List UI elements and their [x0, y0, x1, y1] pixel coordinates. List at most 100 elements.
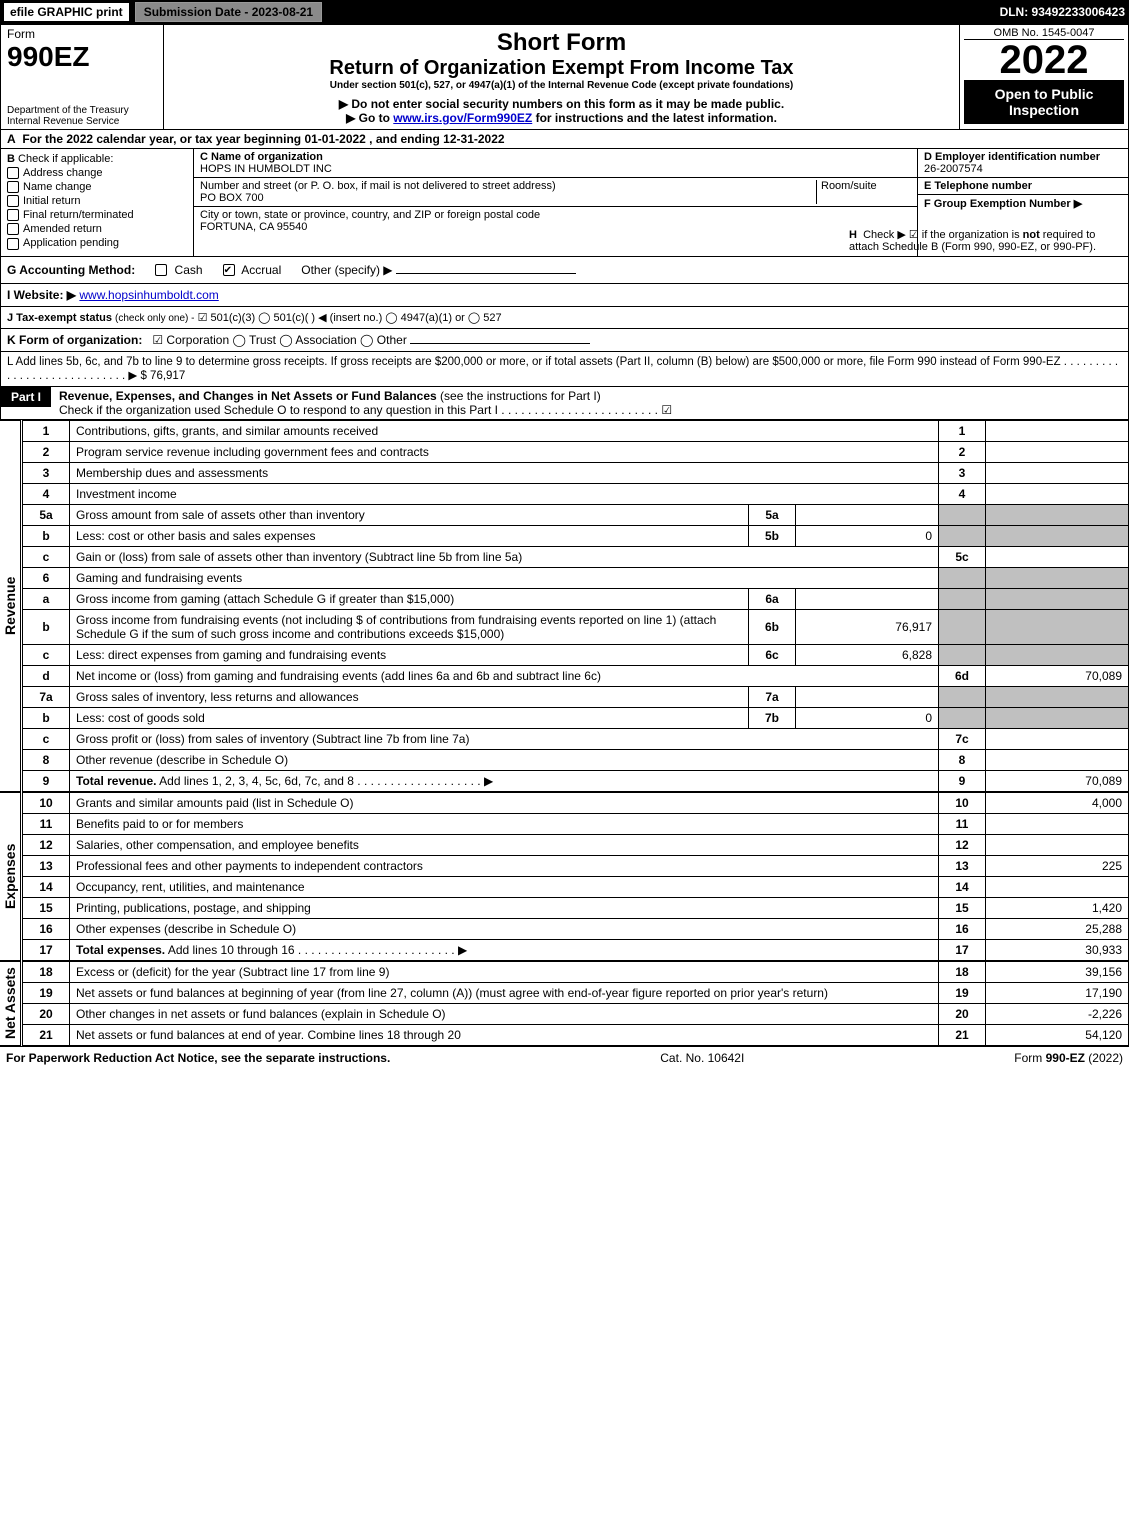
right-label: 5c	[939, 546, 986, 567]
top-bar: efile GRAPHIC print Submission Date - 20…	[0, 0, 1129, 24]
line-row: 21Net assets or fund balances at end of …	[23, 1024, 1129, 1045]
line-row: aGross income from gaming (attach Schedu…	[23, 588, 1129, 609]
line-number: 4	[23, 483, 70, 504]
line-number: 10	[23, 792, 70, 813]
room-suite-label: Room/suite	[816, 180, 911, 204]
line-desc: Benefits paid to or for members	[70, 813, 939, 834]
line-desc: Professional fees and other payments to …	[70, 855, 939, 876]
group-exemption-label: F Group Exemption Number ▶	[924, 198, 1082, 210]
right-label: 18	[939, 961, 986, 982]
line-row: cGross profit or (loss) from sales of in…	[23, 728, 1129, 749]
footer-right: Form 990-EZ (2022)	[1014, 1051, 1123, 1065]
right-value	[986, 420, 1129, 441]
row-k-form-org: K Form of organization: ☑ Corporation ◯ …	[0, 329, 1129, 352]
line-desc: Less: cost of goods sold	[70, 707, 749, 728]
line-row: bGross income from fundraising events (n…	[23, 609, 1129, 644]
line-desc: Gross amount from sale of assets other t…	[70, 504, 749, 525]
line-desc: Net income or (loss) from gaming and fun…	[70, 665, 939, 686]
line-number: 16	[23, 918, 70, 939]
chk-address-change[interactable]	[7, 167, 19, 179]
subtitle-goto: ▶ Go to www.irs.gov/Form990EZ for instru…	[174, 111, 949, 125]
line-number: 13	[23, 855, 70, 876]
irs-link[interactable]: www.irs.gov/Form990EZ	[393, 111, 532, 125]
mid-label: 5b	[749, 525, 796, 546]
line-row: 8Other revenue (describe in Schedule O)8	[23, 749, 1129, 770]
line-number: 5a	[23, 504, 70, 525]
line-row: dNet income or (loss) from gaming and fu…	[23, 665, 1129, 686]
line-row: 3Membership dues and assessments3	[23, 462, 1129, 483]
line-number: 18	[23, 961, 70, 982]
netassets-section: Net Assets 18Excess or (deficit) for the…	[0, 961, 1129, 1046]
mid-value	[796, 686, 939, 707]
part1-label: Part I	[1, 387, 51, 407]
line-desc: Net assets or fund balances at beginning…	[70, 982, 939, 1003]
right-label: 14	[939, 876, 986, 897]
chk-accrual[interactable]	[223, 264, 235, 276]
right-label: 19	[939, 982, 986, 1003]
right-value	[986, 876, 1129, 897]
chk-initial-return[interactable]	[7, 195, 19, 207]
line-number: 17	[23, 939, 70, 960]
line-row: 9Total revenue. Add lines 1, 2, 3, 4, 5c…	[23, 770, 1129, 791]
right-label-shaded	[939, 504, 986, 525]
line-desc: Salaries, other compensation, and employ…	[70, 834, 939, 855]
line-row: 6Gaming and fundraising events	[23, 567, 1129, 588]
right-label: 2	[939, 441, 986, 462]
part1-check-o: Check if the organization used Schedule …	[59, 403, 672, 417]
row-l-gross-receipts: L Add lines 5b, 6c, and 7b to line 9 to …	[0, 352, 1129, 387]
mid-label: 7b	[749, 707, 796, 728]
chk-amended-return[interactable]	[7, 223, 19, 235]
website-link[interactable]: www.hopsinhumboldt.com	[79, 288, 218, 302]
right-label-shaded	[939, 686, 986, 707]
dln: DLN: 93492233006423	[1000, 5, 1125, 19]
line-desc: Other changes in net assets or fund bala…	[70, 1003, 939, 1024]
line-number: 12	[23, 834, 70, 855]
chk-application-pending[interactable]	[7, 238, 19, 250]
right-value: 4,000	[986, 792, 1129, 813]
line-row: 5aGross amount from sale of assets other…	[23, 504, 1129, 525]
line-desc: Occupancy, rent, utilities, and maintena…	[70, 876, 939, 897]
chk-final-return[interactable]	[7, 209, 19, 221]
line-number: 9	[23, 770, 70, 791]
row-h-schedule-b: H Check ▶ ☑ if the organization is not r…	[849, 228, 1119, 253]
line-row: 13Professional fees and other payments t…	[23, 855, 1129, 876]
line-number: 21	[23, 1024, 70, 1045]
right-value	[986, 728, 1129, 749]
right-label: 15	[939, 897, 986, 918]
chk-cash[interactable]	[155, 264, 167, 276]
chk-name-change[interactable]	[7, 181, 19, 193]
line-number: b	[23, 609, 70, 644]
footer-left: For Paperwork Reduction Act Notice, see …	[6, 1051, 390, 1065]
row-a-tax-year: A For the 2022 calendar year, or tax yea…	[0, 130, 1129, 149]
line-row: 20Other changes in net assets or fund ba…	[23, 1003, 1129, 1024]
right-label: 11	[939, 813, 986, 834]
line-desc: Gain or (loss) from sale of assets other…	[70, 546, 939, 567]
line-desc: Gross sales of inventory, less returns a…	[70, 686, 749, 707]
line-row: bLess: cost of goods sold7b0	[23, 707, 1129, 728]
right-value: 25,288	[986, 918, 1129, 939]
right-value	[986, 441, 1129, 462]
right-label: 12	[939, 834, 986, 855]
line-number: c	[23, 644, 70, 665]
revenue-table: 1Contributions, gifts, grants, and simil…	[22, 420, 1129, 792]
right-value	[986, 546, 1129, 567]
right-value: 39,156	[986, 961, 1129, 982]
line-desc: Gross profit or (loss) from sales of inv…	[70, 728, 939, 749]
open-to-public: Open to Public Inspection	[964, 80, 1124, 124]
netassets-vlabel: Net Assets	[0, 961, 21, 1046]
right-label: 16	[939, 918, 986, 939]
revenue-vlabel: Revenue	[0, 420, 21, 792]
right-label-shaded	[939, 644, 986, 665]
row-i-website: I Website: ▶ www.hopsinhumboldt.com	[0, 284, 1129, 307]
right-label: 13	[939, 855, 986, 876]
expenses-section: Expenses 10Grants and similar amounts pa…	[0, 792, 1129, 961]
right-value-shaded	[986, 588, 1129, 609]
line-desc: Net assets or fund balances at end of ye…	[70, 1024, 939, 1045]
right-label: 1	[939, 420, 986, 441]
right-value: 70,089	[986, 665, 1129, 686]
revenue-section: Revenue 1Contributions, gifts, grants, a…	[0, 420, 1129, 792]
mid-value: 0	[796, 707, 939, 728]
line-desc: Total expenses. Add lines 10 through 16 …	[70, 939, 939, 960]
mid-value	[796, 588, 939, 609]
line-desc: Membership dues and assessments	[70, 462, 939, 483]
